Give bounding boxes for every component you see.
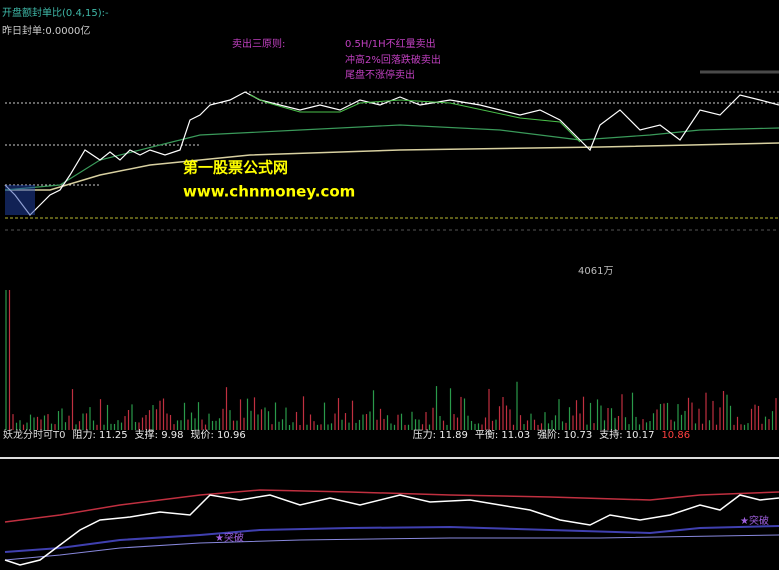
yesterday-label: 昨日封单:0.0000亿 [2,24,90,37]
volume-label: 4061万 [578,266,613,277]
lower-band [4,525,779,553]
base-line [4,534,779,561]
signal: ★突破 [740,514,769,527]
watermark-name: 第一股票公式网 [183,159,288,177]
rule: 0.5H/1H不红量卖出 [345,37,436,50]
indicator-line [4,494,779,566]
status-item: 阻力: 11.25 [72,428,127,441]
ma-line [4,124,779,191]
notes-title: 卖出三原则: [232,37,285,50]
watermark-url: www.chnmoney.com [183,183,355,201]
rule: 冲高2%回落跌破卖出 [345,53,441,66]
status-item: 强阶: 10.73 [537,428,592,441]
status-item: 支撑: 9.98 [135,428,184,441]
status-item: 10.86 [661,430,690,441]
avg-line [5,142,779,191]
price-segment [249,94,581,143]
status-item: 平衡: 11.03 [475,429,530,441]
rule: 尾盘不涨停卖出 [345,68,415,81]
status-item: 压力: 11.89 [413,428,468,441]
status-item: 支持: 10.17 [599,428,654,441]
status-item: 妖龙分时可T0 [3,428,65,441]
indicator-label: 开盘额封单比(0.4,15):- [2,6,109,19]
upper-band [4,489,779,523]
status-item: 现价: 10.96 [191,429,246,441]
signal: ★突破 [215,531,244,544]
price-zone [5,185,35,215]
price-line [4,91,779,216]
